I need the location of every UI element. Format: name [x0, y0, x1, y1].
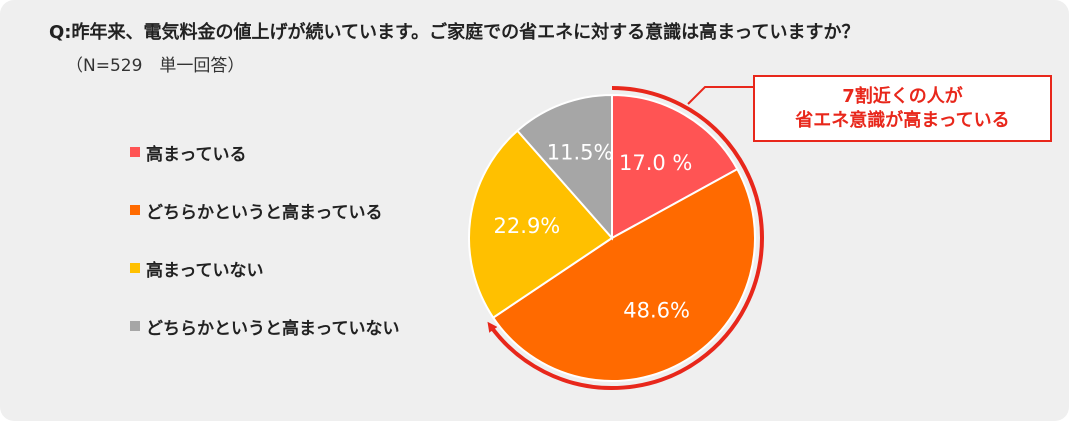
slice-somewhat-increased — [491, 167, 756, 382]
legend: 高まっている どちらかというと高まっている 高まっていない どちらかというと高ま… — [130, 140, 399, 372]
legend-item-somewhat-increased: どちらかというと高まっている — [130, 198, 399, 223]
callout-line-2: 省エネ意識が高まっている — [795, 109, 1010, 131]
legend-swatch — [130, 321, 140, 331]
pie-value-labels: 17.0 % 48.6% 22.9% 11.5% — [494, 141, 693, 323]
pie-slices — [468, 93, 756, 382]
callout-box: 7割近くの人が 省エネ意識が高まっている — [753, 75, 1052, 142]
legend-label: どちらかというと高まっていない — [146, 318, 400, 339]
legend-label: 高まっている — [146, 144, 247, 165]
legend-label: 高まっていない — [146, 260, 264, 281]
legend-swatch — [130, 147, 140, 157]
slice-value-label: 17.0 % — [619, 151, 692, 175]
question-title: Q:昨年来、電気料金の値上げが続いています。ご家庭での省エネに対する意識は高まっ… — [49, 22, 860, 43]
highlight-arc-arrow — [487, 86, 764, 390]
legend-swatch — [130, 263, 140, 273]
legend-swatch — [130, 205, 140, 215]
callout-line-1: 7割近くの人が — [842, 85, 963, 107]
slice-value-label: 11.5% — [547, 141, 614, 165]
legend-item-somewhat-not-increased: どちらかというと高まっていない — [130, 314, 400, 339]
legend-item-highly-increased: 高まっている — [130, 140, 399, 165]
slice-not-increased — [468, 129, 614, 320]
slice-value-label: 48.6% — [623, 298, 690, 322]
legend-label: どちらかというと高まっている — [146, 202, 383, 223]
slice-somewhat-not-increased — [516, 93, 613, 241]
slice-value-label: 22.9% — [494, 214, 561, 238]
callout-leader-line — [687, 86, 754, 105]
sample-size-note: （N=529 単一回答） — [66, 56, 245, 76]
slice-highly-increased — [611, 93, 739, 240]
legend-item-not-increased: 高まっていない — [130, 256, 399, 281]
